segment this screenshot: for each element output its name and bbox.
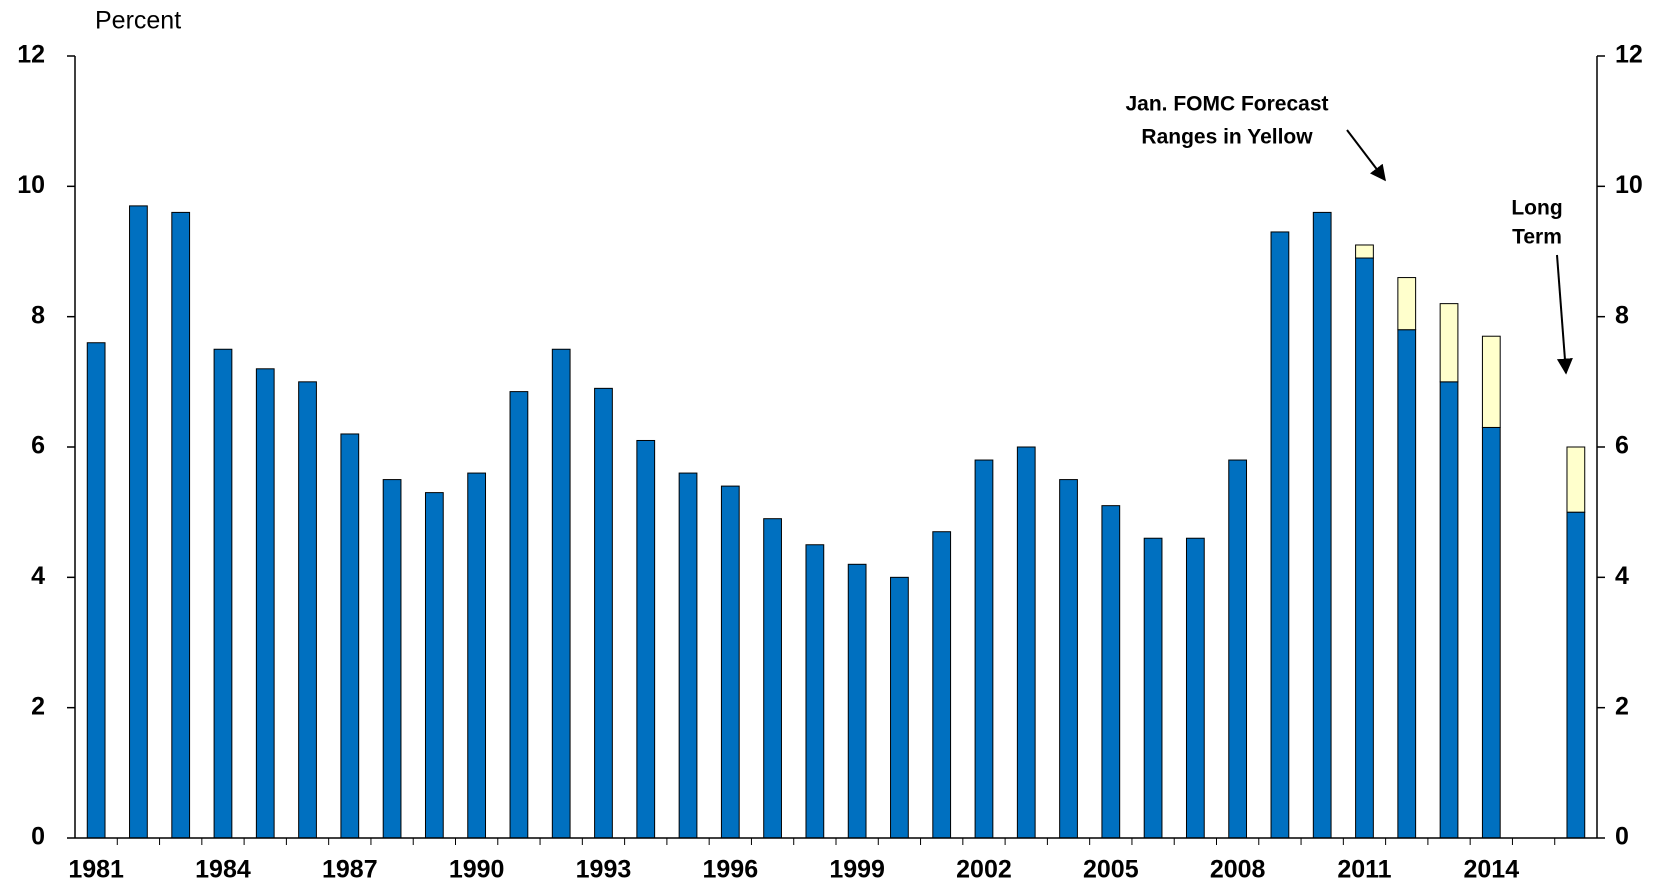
bar [1312, 211, 1332, 839]
y2-tick-label: 10 [1615, 171, 1643, 199]
y2-tick-label: 0 [1615, 823, 1629, 851]
bar [298, 381, 317, 839]
x-tick-label: 1987 [322, 856, 378, 884]
bar [1059, 479, 1078, 839]
y2-tick-label: 6 [1615, 432, 1629, 460]
bar [551, 348, 571, 839]
bar [1397, 277, 1417, 331]
y-tick-label: 10 [17, 171, 45, 199]
y-tick-label: 8 [31, 301, 45, 329]
bar [594, 387, 613, 839]
bar [213, 348, 233, 839]
bar [340, 433, 360, 839]
y-tick-label: 2 [31, 692, 45, 720]
bar [1566, 446, 1586, 513]
bar [1397, 329, 1417, 839]
bar [1566, 511, 1586, 839]
bar [467, 472, 487, 839]
y-axis-label: Percent [95, 7, 181, 35]
annotation: Jan. FOMC Forecast [1125, 93, 1328, 116]
bar [1355, 244, 1374, 259]
bar [129, 205, 148, 839]
y2-tick-label: 12 [1615, 41, 1643, 69]
y2-tick-label: 2 [1615, 692, 1629, 720]
annotation: Ranges in Yellow [1141, 126, 1313, 149]
plot: 0 2 4 6 8 10 12 0 2 4 6 8 10 12 1981 1984 1987 1990 1993 19… [17, 41, 1643, 884]
annotation-arrow [1556, 254, 1573, 375]
bar [382, 479, 402, 839]
y-tick-label: 6 [31, 432, 45, 460]
bar [1481, 335, 1501, 428]
y2-tick-label: 8 [1615, 301, 1629, 329]
bar [1101, 505, 1121, 839]
x-tick-label: 1984 [195, 856, 251, 884]
bar [1439, 303, 1459, 383]
bar [86, 342, 106, 839]
annotation: Term [1512, 226, 1562, 249]
bar [847, 563, 867, 839]
annotation-arrow [1346, 129, 1386, 182]
y2-tick-label: 4 [1615, 562, 1629, 590]
bar [509, 391, 529, 839]
x-tick-label: 1990 [449, 856, 505, 884]
bar [255, 368, 275, 839]
bar [890, 576, 909, 839]
bar [1016, 446, 1036, 839]
bar [424, 492, 444, 839]
y-tick-label: 12 [17, 41, 45, 69]
bar [678, 472, 698, 839]
bar [932, 531, 952, 839]
x-tick-label: 1999 [829, 856, 885, 884]
x-tick-label: 2005 [1083, 856, 1139, 884]
x-tick-label: 2008 [1210, 856, 1266, 884]
bar [805, 544, 825, 839]
bar [1228, 459, 1248, 839]
bar [974, 459, 994, 839]
x-tick-label: 1996 [702, 856, 758, 884]
bar [763, 518, 782, 839]
bar [1143, 537, 1163, 839]
bar [1185, 537, 1205, 839]
annotation: Long [1511, 197, 1562, 220]
bar [1270, 231, 1290, 839]
bar [1481, 426, 1501, 839]
bar [720, 485, 740, 839]
x-tick-label: 2011 [1337, 856, 1391, 884]
x-tick-label: 1993 [576, 856, 632, 884]
bar [171, 211, 191, 839]
y-tick-label: 0 [31, 823, 45, 851]
x-tick-label: 2002 [956, 856, 1012, 884]
bar [636, 439, 656, 839]
x-tick-label: 1981 [68, 856, 124, 884]
bar [1439, 381, 1459, 839]
x-tick-label: 2014 [1463, 856, 1519, 884]
y-tick-label: 4 [31, 562, 45, 590]
bar [1355, 257, 1374, 839]
